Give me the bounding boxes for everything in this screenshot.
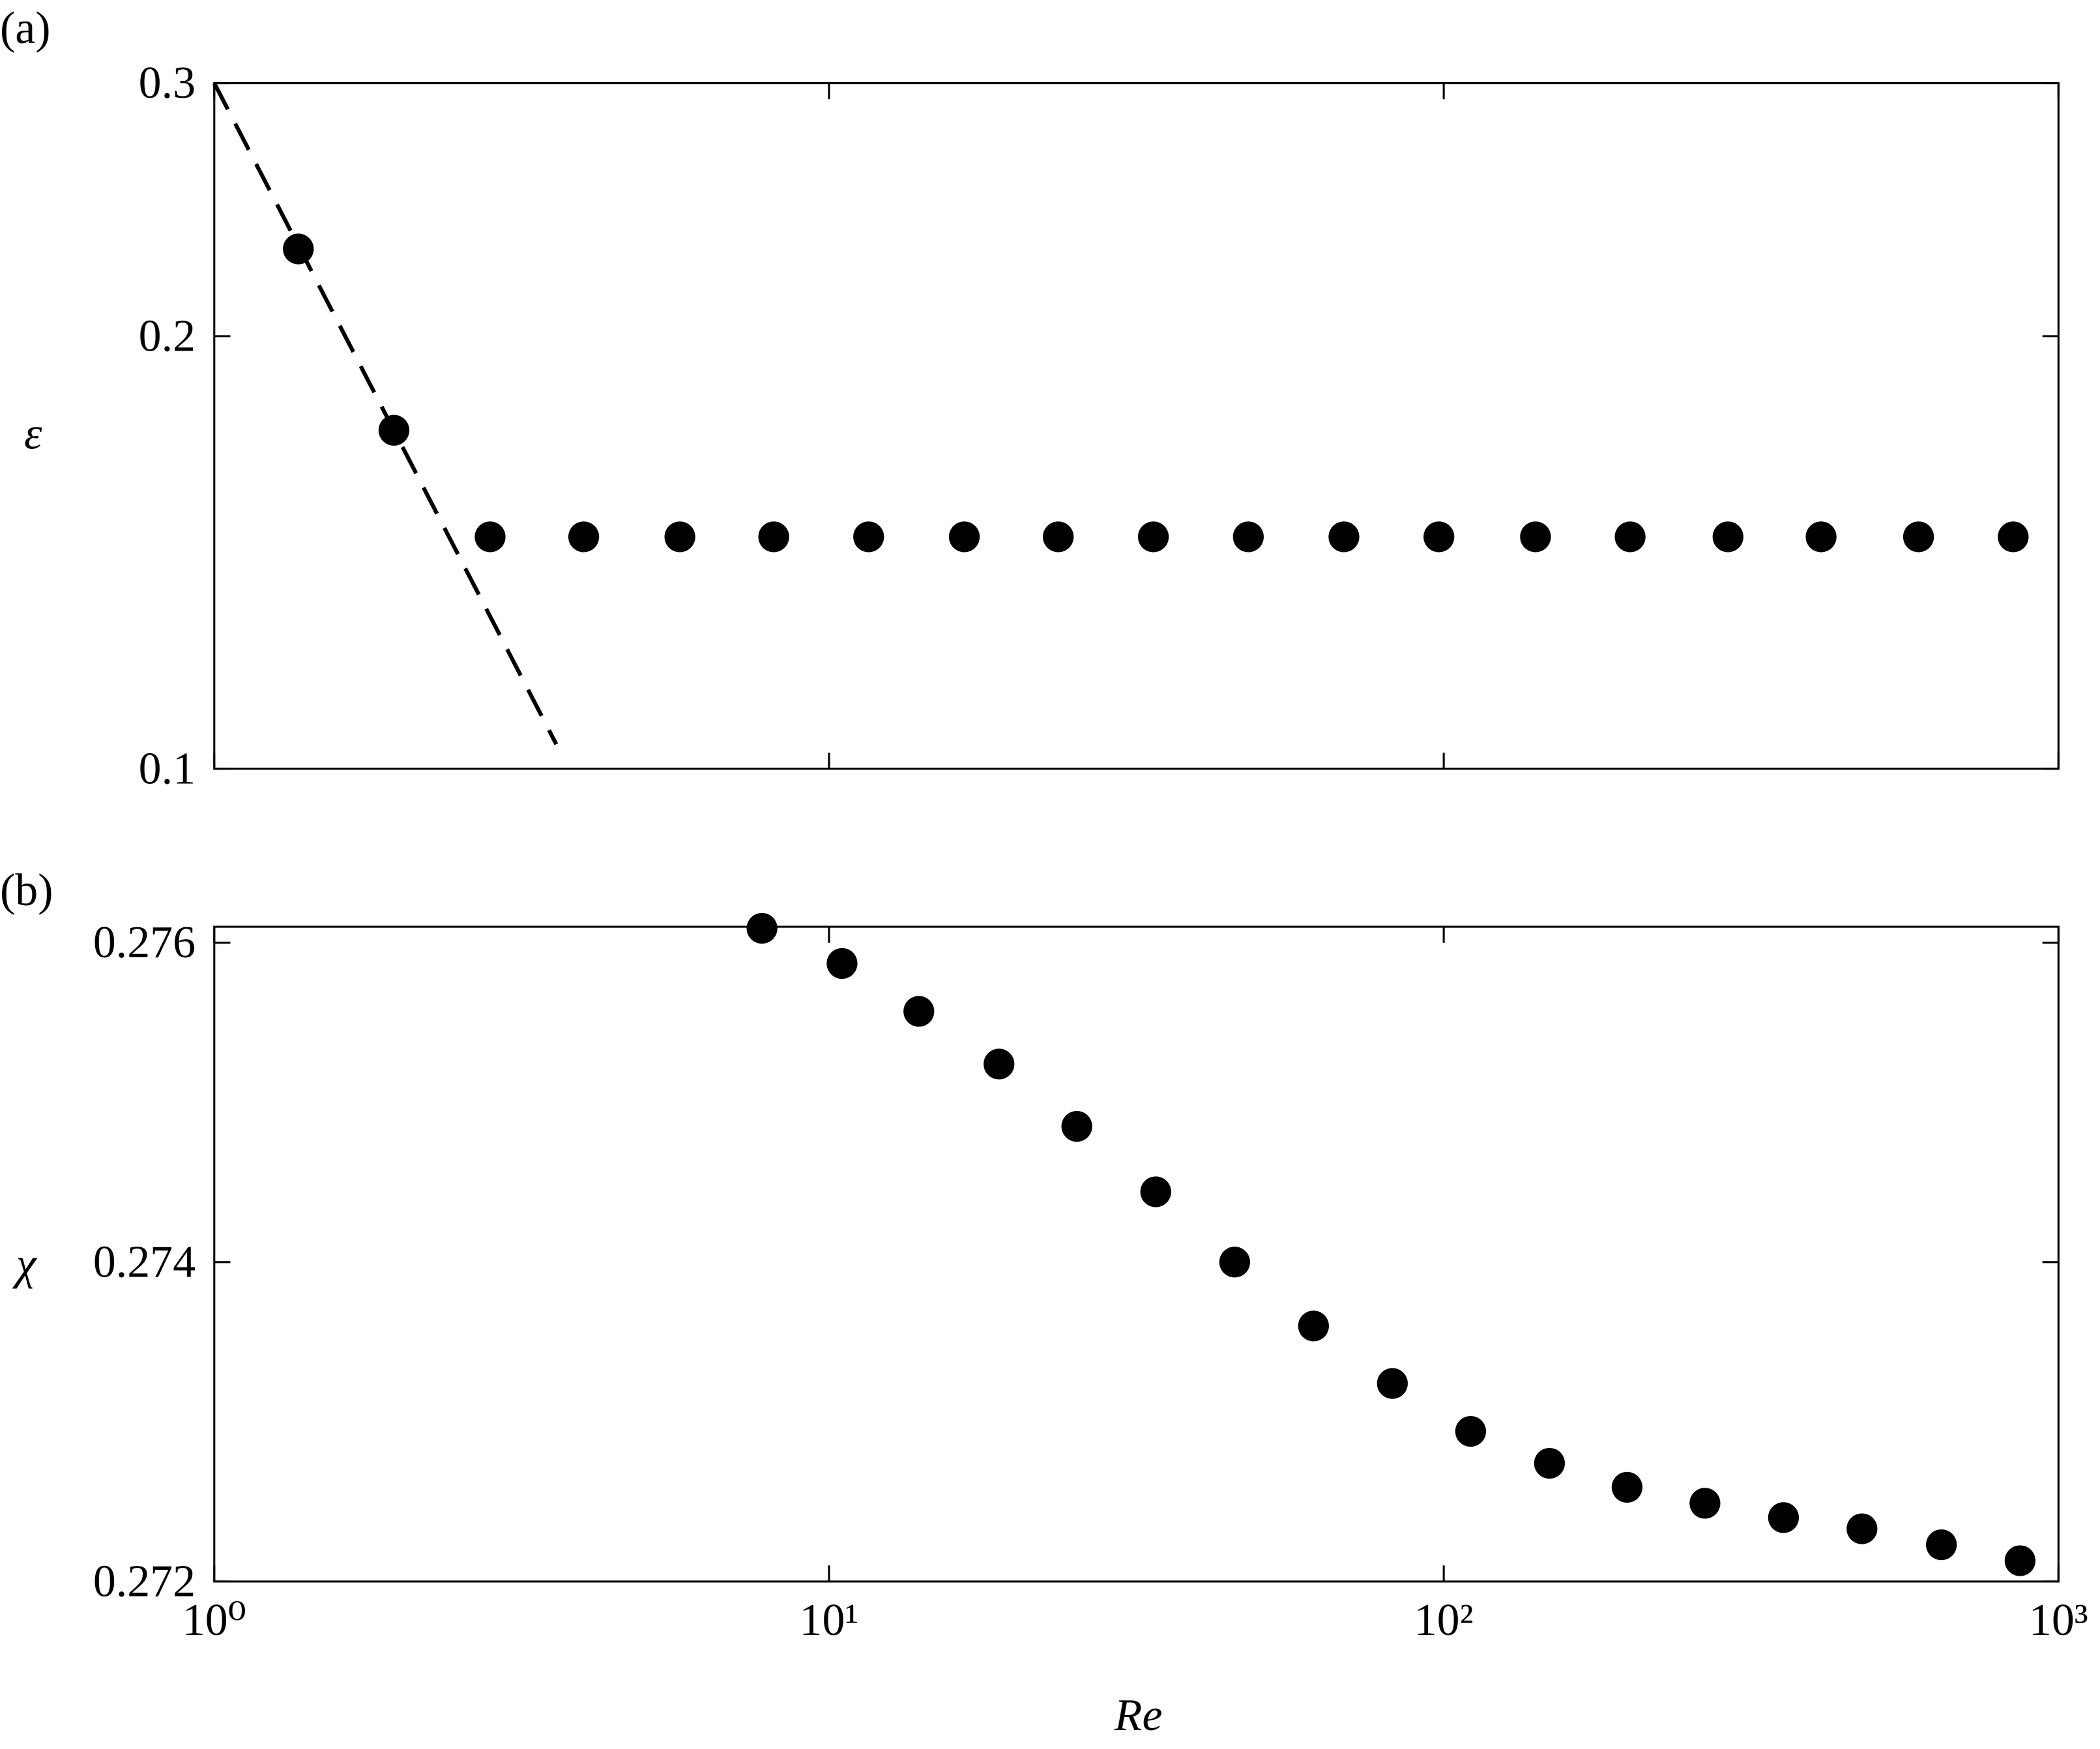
data-point: [948, 521, 980, 553]
y-tick-label: 0.272: [93, 1557, 196, 1607]
data-point: [746, 912, 778, 944]
data-point: [1611, 1471, 1643, 1503]
data-point: [1377, 1368, 1408, 1399]
data-point: [1689, 1488, 1721, 1519]
y-axis-label: ε: [24, 409, 42, 459]
data-point: [1298, 1310, 1329, 1342]
data-point: [903, 996, 935, 1027]
data-point: [1328, 521, 1360, 553]
data-point: [826, 947, 858, 979]
y-tick-label: 0.2: [139, 311, 196, 361]
data-point: [2004, 1545, 2035, 1576]
x-tick-label: 10³: [2029, 1595, 2088, 1645]
data-point: [758, 521, 789, 553]
data-point: [1455, 1415, 1487, 1447]
data-point: [1805, 521, 1837, 553]
plot-frame: [213, 925, 2060, 1583]
x-tick-label: 10¹: [800, 1595, 859, 1645]
data-point: [1232, 521, 1264, 553]
data-point: [1423, 521, 1455, 553]
x-tick-label: 10⁰: [182, 1595, 246, 1645]
data-point: [474, 521, 506, 553]
panel-label: (a): [0, 3, 51, 53]
data-point: [1846, 1513, 1878, 1544]
data-point: [1926, 1529, 1957, 1561]
data-point: [1712, 521, 1743, 553]
data-point: [853, 521, 884, 553]
data-point: [1768, 1502, 1800, 1533]
y-tick-label: 0.276: [93, 918, 196, 968]
data-point: [283, 233, 314, 265]
trend-line: [212, 82, 559, 745]
data-point: [1520, 521, 1551, 553]
x-axis-label: Re: [1114, 1690, 1163, 1741]
panel-label: (b): [0, 865, 53, 916]
data-point: [378, 414, 410, 446]
y-axis-label: χ: [12, 1239, 38, 1290]
data-point: [568, 521, 600, 553]
plot-frame: [213, 82, 2060, 770]
data-point: [1998, 521, 2029, 553]
data-point: [1061, 1110, 1092, 1142]
data-point: [1903, 521, 1934, 553]
y-tick-label: 0.3: [139, 58, 196, 108]
data-point: [1140, 1176, 1171, 1207]
data-point: [984, 1048, 1015, 1080]
data-point: [1219, 1247, 1250, 1278]
data-point: [1614, 521, 1646, 553]
x-tick-label: 10²: [1414, 1595, 1474, 1645]
y-tick-label: 0.1: [139, 744, 196, 794]
y-tick-label: 0.274: [93, 1237, 196, 1287]
data-point: [1137, 521, 1169, 553]
data-point: [1534, 1447, 1565, 1479]
data-point: [664, 521, 695, 553]
data-point: [1043, 521, 1074, 553]
